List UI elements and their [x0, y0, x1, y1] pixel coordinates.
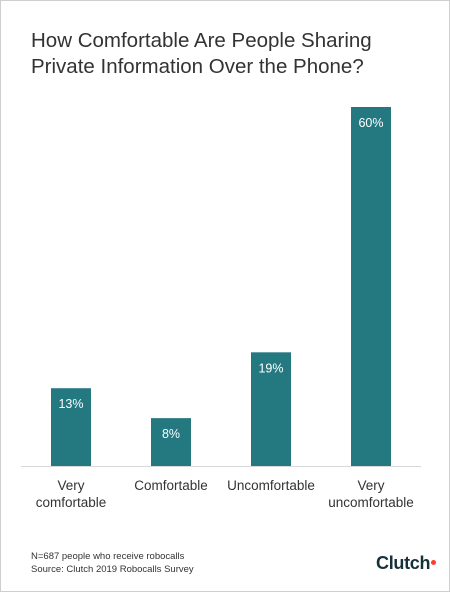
category-label-2-0: Uncomfortable	[227, 478, 315, 493]
bar-value-label-1: 8%	[162, 427, 180, 441]
category-label-3-1: uncomfortable	[328, 495, 414, 510]
bar-chart: 13% Very comfortable 8% Comfortable 19% Uncomf…	[21, 107, 421, 510]
category-label-0-0: Very	[57, 478, 84, 493]
clutch-logo: Clutch	[376, 553, 437, 574]
source-note: Source: Clutch 2019 Robocalls Survey	[31, 564, 194, 575]
chart-title-line-1: How Comfortable Are People Sharing	[31, 29, 372, 52]
category-label-1-0: Comfortable	[134, 478, 208, 493]
sample-size-note: N=687 people who receive robocalls	[31, 551, 185, 562]
bar-3	[351, 107, 391, 466]
bar-value-label-2: 19%	[258, 361, 283, 375]
bar-value-label-0: 13%	[58, 397, 83, 411]
bar-0	[51, 388, 91, 466]
chart-title: How Comfortable Are People Sharing Priva…	[31, 28, 431, 80]
category-label-3-0: Very	[357, 478, 384, 493]
bar-1	[151, 418, 191, 466]
category-label-0-1: comfortable	[36, 495, 107, 510]
bar-2	[251, 352, 291, 466]
clutch-logo-dot-icon	[431, 560, 437, 565]
bar-value-label-3: 60%	[358, 116, 383, 130]
clutch-logo-text: Clutch	[376, 553, 431, 573]
chart-title-line-2: Private Information Over the Phone?	[31, 55, 364, 78]
